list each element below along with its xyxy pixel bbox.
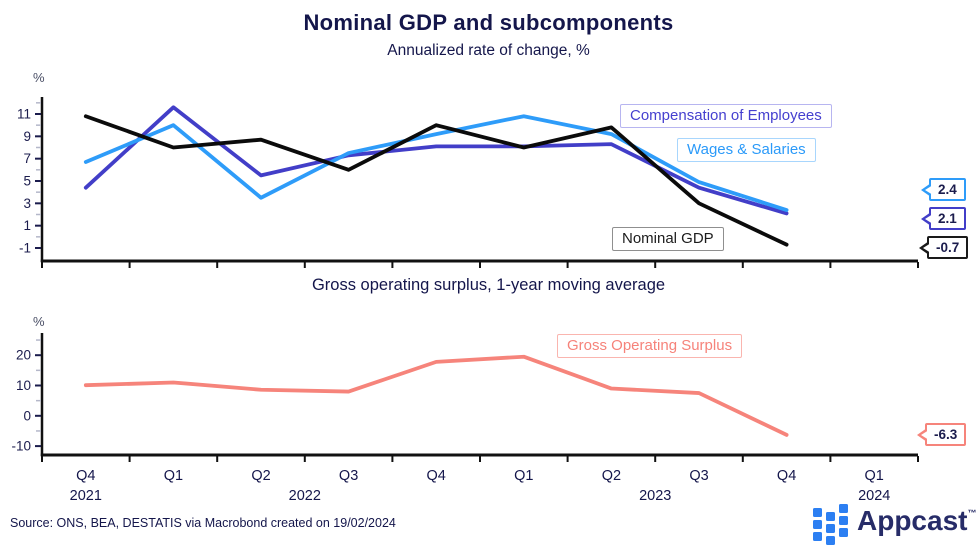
y-tick-label: 3 [23, 196, 31, 211]
x-quarter-label: Q1 [514, 468, 533, 484]
x-quarter-label: Q3 [339, 468, 358, 484]
y-axis-unit-label-top: % [33, 70, 45, 85]
y-axis-unit-label-bottom: % [33, 314, 45, 329]
y-tick-label: 5 [23, 173, 31, 188]
y-tick-label: 9 [23, 129, 31, 144]
y-tick-label: 0 [23, 408, 31, 423]
appcast-logo-text: Appcast™ [857, 505, 977, 536]
chart-header: Nominal GDP and subcomponents Annualized… [0, 0, 977, 60]
x-quarter-label: Q3 [689, 468, 708, 484]
logo-squares-column [813, 508, 822, 541]
x-quarter-label: Q4 [76, 468, 95, 484]
callout-wages-end-value: 2.4 [929, 178, 966, 201]
y-tick-label: 20 [16, 348, 31, 363]
x-quarter-label: Q4 [777, 468, 796, 484]
page-title: Nominal GDP and subcomponents [303, 10, 674, 35]
logo-squares-column [839, 504, 848, 537]
callout-nominal-gdp-end-value: -0.7 [927, 236, 969, 259]
x-quarter-label: Q2 [602, 468, 621, 484]
x-year-label: 2022 [289, 488, 321, 504]
appcast-logo: Appcast™ [813, 502, 977, 545]
legend-compensation-of-employees: Compensation of Employees [620, 104, 832, 128]
surplus-chart-title: Gross operating surplus, 1-year moving a… [311, 276, 666, 294]
source-note: Source: ONS, BEA, DESTATIS via Macrobond… [10, 516, 396, 530]
page-subtitle: Annualized rate of change, % [387, 42, 590, 59]
gdp-chart-svg: 11 9 7 5 3 1 -1 [17, 97, 919, 268]
series-line-nominal-gdp [83, 114, 789, 247]
callout-gross-operating-surplus-end-value: -6.3 [925, 423, 967, 446]
y-tick-label: -10 [11, 439, 31, 454]
x-quarter-label: Q1 [865, 468, 884, 484]
y-tick-label: 1 [23, 218, 31, 233]
series-line-compensation-of-employees [83, 105, 789, 216]
x-year-label: 2023 [639, 488, 671, 504]
callout-compensation-end-value: 2.1 [929, 207, 966, 230]
legend-nominal-gdp: Nominal GDP [612, 227, 724, 251]
x-quarter-label: Q1 [164, 468, 183, 484]
legend-wages-and-salaries: Wages & Salaries [677, 138, 816, 162]
trademark-mark: ™ [967, 508, 977, 518]
logo-squares-column [826, 512, 835, 545]
legend-gross-operating-surplus: Gross Operating Surplus [557, 334, 743, 358]
x-year-label: 2024 [858, 488, 890, 504]
series-line-gross-operating-surplus [83, 354, 789, 437]
y-tick-label: 7 [23, 151, 31, 166]
x-quarter-label: Q2 [251, 468, 270, 484]
x-year-label: 2021 [70, 488, 102, 504]
appcast-logo-icon [813, 502, 850, 545]
y-tick-label: 11 [17, 106, 31, 121]
y-tick-label: 10 [16, 378, 31, 393]
gos-chart-svg: 20 10 0 -10 Q4 Q1 Q2 Q3 Q4 Q1 Q2 Q3 Q4 Q1 2021 2022 2023… [11, 333, 919, 504]
x-quarter-label: Q4 [427, 468, 446, 484]
series-line-wages-salaries [83, 114, 789, 212]
y-tick-label: -1 [19, 240, 31, 255]
